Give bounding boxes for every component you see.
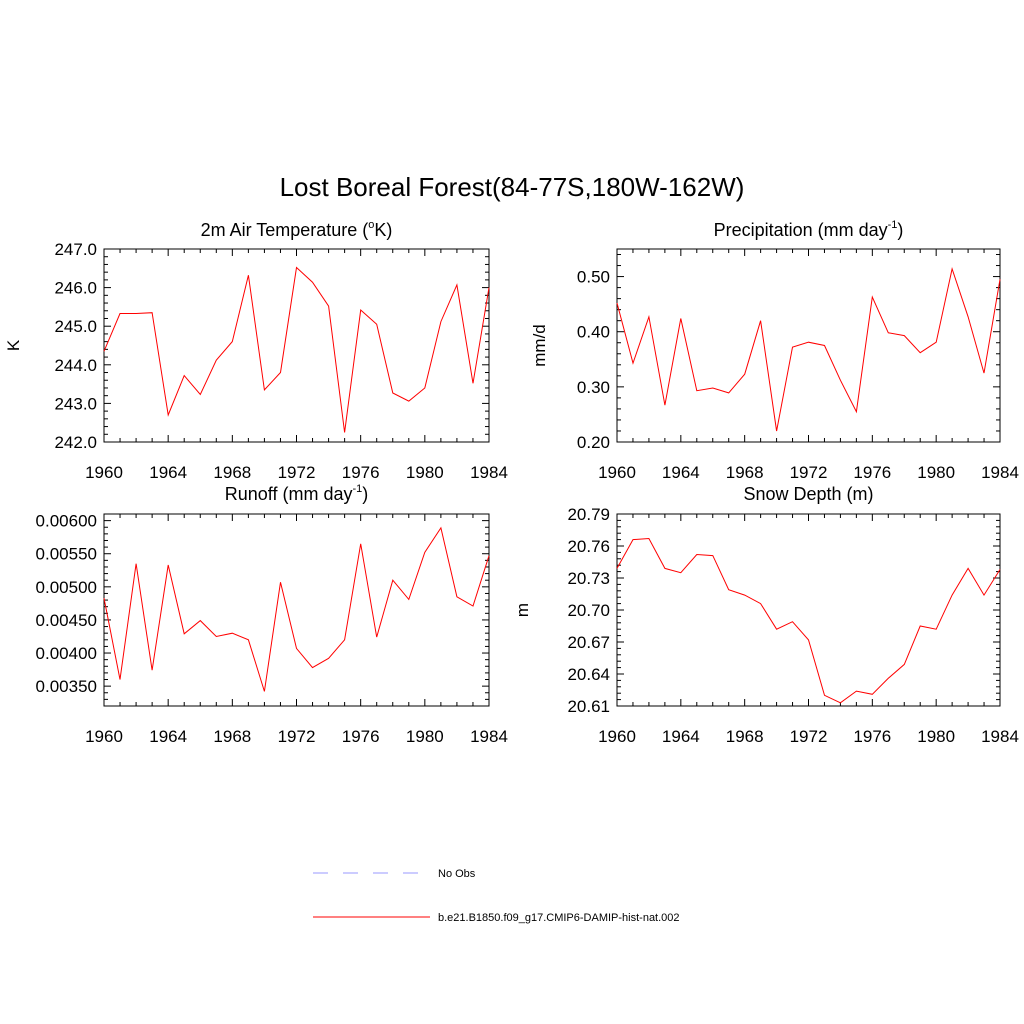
x-tick-label: 1964 xyxy=(149,727,187,746)
y-tick-label: 0.00550 xyxy=(36,545,97,564)
x-tick-label: 1972 xyxy=(790,463,828,482)
x-tick-label: 1972 xyxy=(790,727,828,746)
y-tick-label: 0.00350 xyxy=(36,677,97,696)
legend-label-no-obs: No Obs xyxy=(438,868,476,880)
legend: No Obs b.e21.B1850.f09_g17.CMIP6-DAMIP-h… xyxy=(313,868,680,924)
y-tick-label: 0.40 xyxy=(577,323,610,342)
y-axis-label: mm/d xyxy=(530,324,549,367)
x-tick-label: 1976 xyxy=(342,463,380,482)
x-tick-label: 1968 xyxy=(726,463,764,482)
y-tick-label: 20.61 xyxy=(567,697,610,716)
x-tick-label: 1976 xyxy=(853,727,891,746)
x-tick-label: 1980 xyxy=(917,727,955,746)
panel-title-sup: -1 xyxy=(888,219,898,231)
x-tick-label: 1960 xyxy=(598,727,636,746)
x-tick-label: 1980 xyxy=(406,727,444,746)
y-tick-label: 0.00400 xyxy=(36,644,97,663)
y-axis-label: m xyxy=(513,603,532,617)
legend-item-no-obs: No Obs xyxy=(313,868,476,880)
y-tick-label: 20.64 xyxy=(567,665,610,684)
x-tick-label: 1964 xyxy=(149,463,187,482)
x-tick-label: 1976 xyxy=(853,463,891,482)
x-tick-label: 1964 xyxy=(662,463,700,482)
y-tick-label: 243.0 xyxy=(54,394,97,413)
plot-frame xyxy=(616,513,1001,707)
panel-title-tail: ) xyxy=(897,220,903,240)
x-tick-label: 1984 xyxy=(981,727,1019,746)
plot-frame xyxy=(616,248,1001,443)
x-tick-label: 1976 xyxy=(342,727,380,746)
series-line xyxy=(616,537,1001,704)
y-tick-label: 245.0 xyxy=(54,317,97,336)
y-tick-label: 20.79 xyxy=(567,505,610,524)
y-tick-label: 247.0 xyxy=(54,240,97,259)
panel-title-main: Runoff (mm day xyxy=(225,484,353,504)
y-tick-label: 20.67 xyxy=(567,633,610,652)
panel-title: Snow Depth (m) xyxy=(743,484,873,504)
panels: 1960 1964 1968 1972 1976 1980 1984 242.0 243.0 24… xyxy=(4,219,1019,746)
main-title: Lost Boreal Forest(84-77S,180W-162W) xyxy=(280,172,745,202)
y-tick-label: 0.00600 xyxy=(36,512,97,531)
x-tick-label: 1960 xyxy=(598,463,636,482)
y-axis-label: K xyxy=(4,339,23,351)
panel-title: Precipitation (mm day-1) xyxy=(714,219,904,240)
plot-frame xyxy=(103,248,490,443)
x-tick-label: 1964 xyxy=(662,727,700,746)
y-tick-label: 20.70 xyxy=(567,601,610,620)
y-tick-label: 0.50 xyxy=(577,268,610,287)
y-tick-label: 20.76 xyxy=(567,537,610,556)
x-tick-label: 1972 xyxy=(278,463,316,482)
legend-label-model: b.e21.B1850.f09_g17.CMIP6-DAMIP-hist-nat… xyxy=(438,912,680,924)
panel-title-main: Snow Depth (m) xyxy=(743,484,873,504)
series-line xyxy=(103,526,490,692)
x-tick-label: 1980 xyxy=(406,463,444,482)
panel-title-tail: K) xyxy=(374,220,392,240)
panel-1: 1960 1964 1968 1972 1976 1980 1984 0.20 0.30 0.40… xyxy=(530,219,1019,482)
y-tick-label: 0.00450 xyxy=(36,611,97,630)
panel-title-main: 2m Air Temperature ( xyxy=(201,220,369,240)
x-tick-label: 1960 xyxy=(85,463,123,482)
x-tick-label: 1984 xyxy=(981,463,1019,482)
y-tick-label: 0.00500 xyxy=(36,578,97,597)
series-line xyxy=(616,267,1001,432)
panel-title-tail: ) xyxy=(362,484,368,504)
series-line xyxy=(103,266,490,433)
y-tick-label: 242.0 xyxy=(54,433,97,452)
y-tick-label: 0.30 xyxy=(577,378,610,397)
x-tick-label: 1980 xyxy=(917,463,955,482)
x-tick-label: 1984 xyxy=(470,463,508,482)
x-tick-label: 1972 xyxy=(278,727,316,746)
panel-title: 2m Air Temperature (oK) xyxy=(201,219,393,240)
y-tick-label: 246.0 xyxy=(54,279,97,298)
x-tick-label: 1968 xyxy=(213,727,251,746)
y-tick-label: 0.20 xyxy=(577,433,610,452)
panel-title: Runoff (mm day-1) xyxy=(225,483,369,504)
y-tick-label: 20.73 xyxy=(567,569,610,588)
panel-title-main: Precipitation (mm day xyxy=(714,220,888,240)
panel-3: 1960 1964 1968 1972 1976 1980 1984 20.61 20.64 20… xyxy=(513,484,1019,746)
legend-item-model: b.e21.B1850.f09_g17.CMIP6-DAMIP-hist-nat… xyxy=(313,912,680,924)
x-tick-label: 1960 xyxy=(85,727,123,746)
x-tick-label: 1968 xyxy=(213,463,251,482)
x-tick-label: 1968 xyxy=(726,727,764,746)
panel-title-sup: o xyxy=(368,219,374,231)
panel-2: 1960 1964 1968 1972 1976 1980 1984 0.00350 0.004… xyxy=(36,483,508,746)
x-tick-label: 1984 xyxy=(470,727,508,746)
panel-0: 1960 1964 1968 1972 1976 1980 1984 242.0 243.0 24… xyxy=(4,219,508,482)
panel-title-sup: -1 xyxy=(352,483,362,495)
y-tick-label: 244.0 xyxy=(54,356,97,375)
